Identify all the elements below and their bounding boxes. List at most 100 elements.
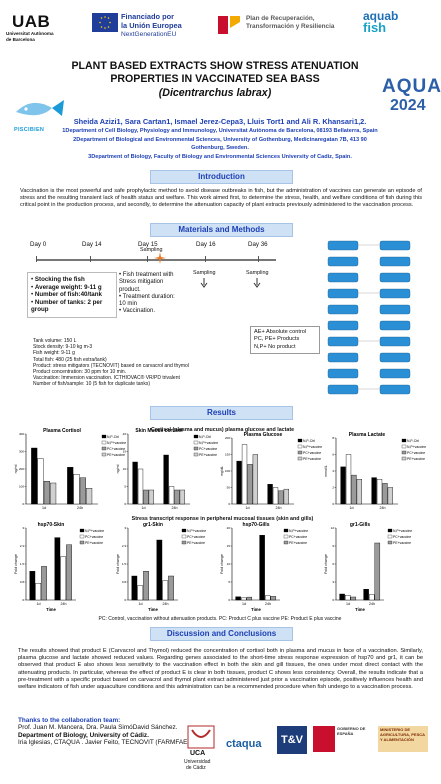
y-axis-label: mmol/L bbox=[324, 465, 328, 477]
legend-label: PC+vaccine bbox=[199, 447, 217, 451]
aquab-fish-logo: aquab fish bbox=[363, 9, 399, 35]
piscibien-label: PISCIBIEN bbox=[14, 127, 45, 133]
discussion-text: The results showed that product E (Carva… bbox=[18, 648, 423, 691]
legend-label: N,P+vaccine bbox=[107, 441, 126, 445]
y-tick-label: 9 bbox=[332, 544, 334, 548]
timeline-day36: Day 36 bbox=[248, 241, 268, 248]
bar bbox=[43, 481, 50, 505]
timeline-day15: Day 15 bbox=[138, 241, 158, 248]
y-tick-label: 10 bbox=[123, 467, 127, 471]
piscibien-fish-logo bbox=[16, 100, 64, 116]
uab-logo: UAB bbox=[12, 12, 51, 31]
bar bbox=[143, 489, 149, 505]
legend-label: PC+vaccine bbox=[303, 451, 321, 455]
legend-swatch bbox=[387, 540, 393, 545]
y-tick-label: 2 bbox=[332, 486, 334, 490]
x-tick-label: 24h bbox=[61, 602, 67, 606]
bar bbox=[350, 596, 357, 601]
legend-label: N,P-Ctrl bbox=[303, 439, 315, 443]
y-axis-label: Fold change bbox=[116, 554, 120, 574]
y-tick-label: 3 bbox=[332, 580, 334, 584]
legend-label: PE+vaccine bbox=[187, 541, 205, 545]
bar bbox=[270, 596, 277, 601]
legend-label: PC+vaccine bbox=[85, 535, 103, 539]
spain-coat-icon bbox=[313, 726, 335, 752]
bar bbox=[369, 594, 375, 601]
y-tick-label: 100 bbox=[19, 485, 24, 489]
bar bbox=[374, 542, 381, 601]
y-tick-label: 0.8 bbox=[20, 580, 25, 584]
bar bbox=[29, 571, 36, 601]
y-tick-label: 6 bbox=[332, 562, 334, 566]
legend-swatch bbox=[101, 434, 107, 439]
legend-swatch bbox=[101, 440, 107, 445]
bar bbox=[137, 585, 144, 601]
poster-title: PLANT BASED EXTRACTS SHOW STRESS ATENUAT… bbox=[71, 60, 359, 99]
y-tick-label: 0 bbox=[332, 502, 334, 506]
bar bbox=[382, 483, 388, 505]
legend-swatch bbox=[181, 534, 187, 539]
x-tick-label: 1d bbox=[350, 506, 354, 510]
legend-label: PE+vaccine bbox=[303, 457, 321, 461]
legend-label: N,P-Ctrl bbox=[107, 435, 119, 439]
legend-swatch bbox=[283, 534, 289, 539]
legend-swatch bbox=[181, 540, 187, 545]
bar bbox=[246, 596, 253, 601]
x-tick-label: 1d bbox=[142, 506, 146, 510]
x-tick-label: 24h bbox=[77, 506, 83, 510]
sampling-label-day15: Sampling bbox=[140, 247, 163, 253]
chart-5: gr1-Skin Fold change 0 0.8 1.5 2.3 3 1d 24h Time N… bbox=[116, 522, 206, 612]
eu-funding-text: Financiado por la Unión Europea NextGene… bbox=[121, 12, 182, 38]
timeline-axis bbox=[36, 259, 276, 261]
legend-label: PC+vaccine bbox=[393, 535, 411, 539]
bar bbox=[240, 597, 247, 601]
x-tick-label: 1d bbox=[246, 506, 250, 510]
legend-swatch bbox=[283, 540, 289, 545]
bar bbox=[235, 596, 241, 601]
y-tick-label: 50 bbox=[227, 486, 231, 490]
chart-2: Plasma Glucose mg/dL 0 50 100 150 200 1d 24h N,P-… bbox=[220, 432, 322, 510]
y-tick-label: 400 bbox=[19, 432, 24, 436]
ctaqua-logo: ctaqua bbox=[226, 738, 262, 750]
chart-title: hsp70-Gills bbox=[243, 522, 270, 528]
y-tick-label: 0 bbox=[332, 598, 334, 602]
legend-label: N,P+vaccine bbox=[85, 529, 104, 533]
legend-swatch bbox=[401, 456, 407, 461]
x-tick-label: 1d bbox=[42, 506, 46, 510]
bar bbox=[259, 535, 265, 601]
bar bbox=[345, 454, 352, 505]
x-tick-label: 1d bbox=[139, 602, 143, 606]
legend-swatch bbox=[297, 444, 303, 449]
chart-title: Skin Mucus cortisol bbox=[135, 428, 183, 434]
y-tick-label: 6 bbox=[332, 453, 334, 457]
uab-logo-subtitle: Universitat Autònoma de Barcelona bbox=[6, 31, 54, 42]
legend-label: PC+vaccine bbox=[107, 447, 125, 451]
legend-label: PE+vaccine bbox=[407, 457, 425, 461]
results-subtitle-transcripts: Stress transcript response in peripheral… bbox=[131, 516, 314, 522]
legend-label: N,P+vaccine bbox=[407, 445, 426, 449]
eu-flag-icon bbox=[92, 13, 118, 32]
legend-label: PE+vaccine bbox=[393, 541, 411, 545]
bar bbox=[174, 489, 180, 505]
chart-4: hsp70-Skin Fold change 0 0.8 1.5 2.3 3 1d 24h Tim… bbox=[14, 522, 104, 612]
y-tick-label: 200 bbox=[19, 467, 24, 471]
section-header-introduction: Introduction bbox=[150, 170, 293, 184]
gobierno-text: GOBIERNO DE ESPAÑA bbox=[337, 726, 366, 736]
chart-6: hsp70-Gills Fold change 0 5 10 15 20 1d 24h Time N… bbox=[220, 522, 308, 612]
uca-sub1: Universidad bbox=[184, 759, 211, 765]
chart-7: gr1-Gills Fold change 0 3 6 9 12 1d 24h Time N,P+v… bbox=[324, 522, 412, 612]
x-tick-label: 1d bbox=[37, 602, 41, 606]
sampling-label-day36: Sampling bbox=[246, 270, 269, 276]
bar bbox=[376, 479, 383, 505]
bar bbox=[31, 447, 38, 505]
legend-swatch bbox=[101, 452, 107, 457]
bar bbox=[252, 454, 259, 505]
affiliations: 1Department of Cell Biology, Physiology … bbox=[62, 128, 378, 160]
y-tick-label: 2.3 bbox=[20, 544, 25, 548]
bar bbox=[60, 556, 67, 601]
chart-1: Skin Mucus cortisol ng/ml 0 5 10 15 20 1d 24h N,P… bbox=[116, 428, 218, 510]
y-tick-label: 300 bbox=[19, 450, 24, 454]
y-tick-label: 12 bbox=[331, 526, 335, 530]
